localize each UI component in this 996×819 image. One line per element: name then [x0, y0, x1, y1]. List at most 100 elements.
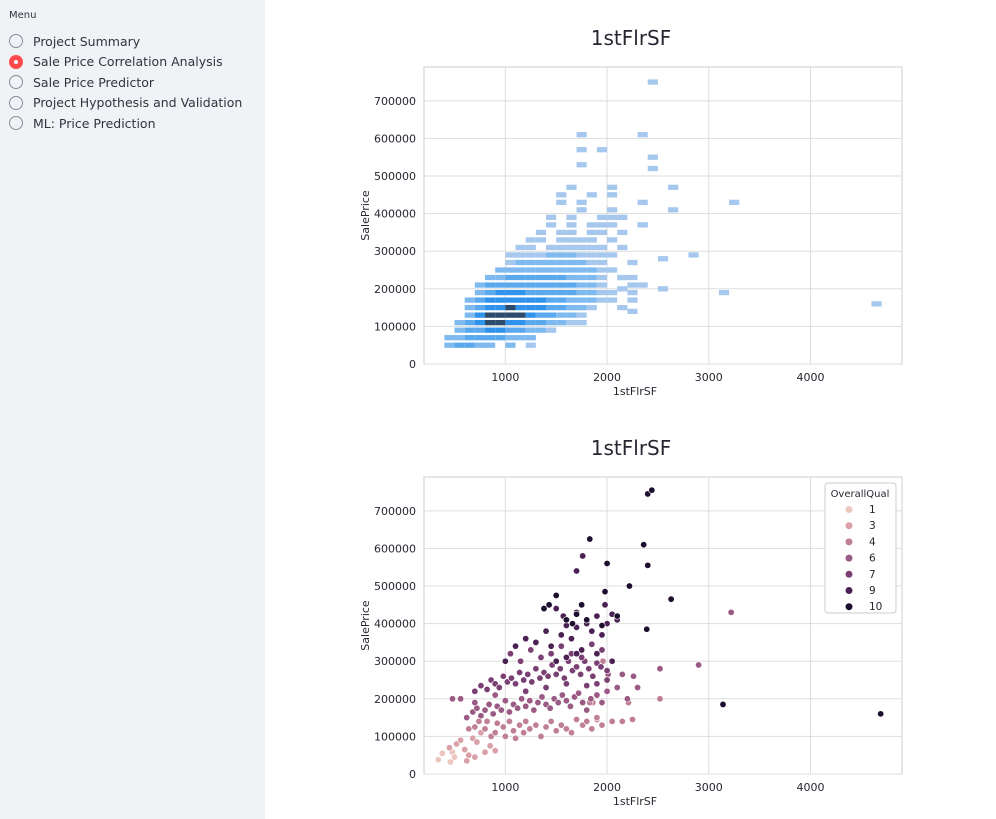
histogram-bin	[505, 312, 516, 318]
histogram-bin	[556, 267, 567, 273]
histogram-bin	[596, 282, 608, 288]
x-tick-label: 3000	[695, 781, 723, 794]
y-tick-label: 700000	[374, 505, 416, 518]
histogram-bin	[627, 259, 638, 266]
radio-button[interactable]	[9, 34, 23, 48]
scatter-point	[601, 588, 609, 596]
radio-button[interactable]	[9, 116, 23, 130]
histogram-bin	[505, 327, 516, 333]
histogram-bin	[485, 320, 496, 326]
histogram-bin	[515, 297, 526, 303]
scatter-point	[554, 699, 562, 707]
histogram-bin	[525, 252, 536, 258]
scatter-point	[477, 682, 485, 690]
histogram-bin	[556, 312, 567, 318]
histogram-bin	[871, 301, 882, 307]
y-tick-label: 0	[409, 768, 416, 781]
scatter-point	[719, 700, 727, 708]
histogram-bin	[535, 274, 547, 281]
sidebar: Menu Project Summary Sale Price Correlati…	[0, 0, 265, 819]
histogram-bin	[576, 274, 587, 281]
scatter-point	[463, 714, 471, 722]
histogram-bin	[546, 267, 557, 273]
menu-item-project-hypothesis-validation[interactable]: Project Hypothesis and Validation	[9, 93, 242, 113]
histogram-bin	[556, 274, 567, 281]
histogram-bin	[596, 297, 608, 303]
histogram-bin	[535, 282, 547, 288]
scatter-point	[557, 721, 565, 729]
scatter-point	[512, 680, 520, 688]
histogram-bin	[535, 229, 547, 236]
scatter-point	[588, 627, 596, 635]
legend-label: 7	[869, 569, 876, 581]
scatter-point	[542, 684, 550, 692]
menu-item-sale-price-correlation-analysis[interactable]: Sale Price Correlation Analysis	[9, 52, 223, 72]
scatter-point	[547, 642, 555, 650]
y-axis-label: SalePrice	[359, 600, 372, 651]
histogram-bin	[525, 237, 536, 243]
y-tick-label: 600000	[374, 542, 416, 555]
scatter-point	[448, 695, 456, 703]
histogram-bin	[515, 274, 526, 281]
y-tick-label: 100000	[374, 730, 416, 743]
legend-marker	[845, 506, 853, 513]
histogram-bin	[474, 335, 486, 341]
histogram-bin	[596, 259, 608, 266]
histogram-bin	[525, 335, 536, 341]
histogram-bin	[525, 297, 536, 303]
scatter-point	[483, 717, 491, 725]
scatter-point	[586, 535, 594, 543]
scatter-point	[526, 725, 534, 733]
scatter-point	[512, 642, 520, 650]
y-tick-label: 500000	[374, 170, 416, 183]
histogram-bin	[474, 327, 486, 333]
scatter-point	[491, 747, 499, 755]
radio-button[interactable]	[9, 95, 23, 110]
scatter-point	[491, 729, 499, 737]
histogram-bin	[596, 274, 608, 281]
radio-button[interactable]	[9, 54, 23, 69]
radio-button[interactable]	[9, 75, 23, 89]
scatter-point	[634, 684, 642, 692]
scatter-point	[583, 706, 591, 714]
histogram-bin	[576, 320, 587, 326]
scatter-point	[587, 695, 595, 703]
histogram-bin	[525, 274, 536, 281]
scatter-point	[489, 710, 497, 718]
y-tick-label: 200000	[374, 283, 416, 296]
scatter-point	[537, 653, 545, 661]
menu-item-sale-price-predictor[interactable]: Sale Price Predictor	[9, 72, 154, 92]
menu-item-label: ML: Price Prediction	[33, 115, 156, 131]
histogram-bin	[556, 229, 567, 236]
histogram-bin	[586, 297, 597, 303]
histogram-bin	[546, 289, 557, 296]
histogram-bin	[647, 165, 658, 172]
x-tick-label: 4000	[796, 781, 824, 794]
menu-item-project-summary[interactable]: Project Summary	[9, 31, 140, 51]
histogram-bin	[464, 304, 475, 311]
histogram-bin	[657, 256, 669, 262]
y-axis-label: SalePrice	[359, 190, 372, 241]
histogram-bin	[464, 342, 475, 348]
scatter-point	[471, 699, 479, 707]
scatter-point	[575, 689, 583, 697]
scatter-point	[573, 663, 581, 671]
histogram-bin	[566, 237, 577, 243]
scatter-point	[524, 670, 532, 678]
histogram-bin	[505, 274, 516, 281]
scatter-point	[522, 687, 530, 695]
histogram-bin	[566, 289, 577, 296]
chart-title: 1stFlrSF	[591, 436, 671, 460]
menu-item-ml-price-prediction[interactable]: ML: Price Prediction	[9, 113, 156, 133]
legend-marker	[845, 522, 853, 530]
scatter-point	[567, 635, 575, 643]
histogram-bin	[495, 304, 506, 311]
y-tick-label: 300000	[374, 655, 416, 668]
scatter-point	[516, 721, 524, 729]
histogram-bin	[566, 214, 577, 221]
histogram-bin	[586, 289, 597, 296]
scatter-point	[588, 725, 596, 733]
scatter-point	[545, 601, 553, 609]
histogram-bin	[566, 244, 577, 251]
scatter-point	[593, 714, 601, 722]
